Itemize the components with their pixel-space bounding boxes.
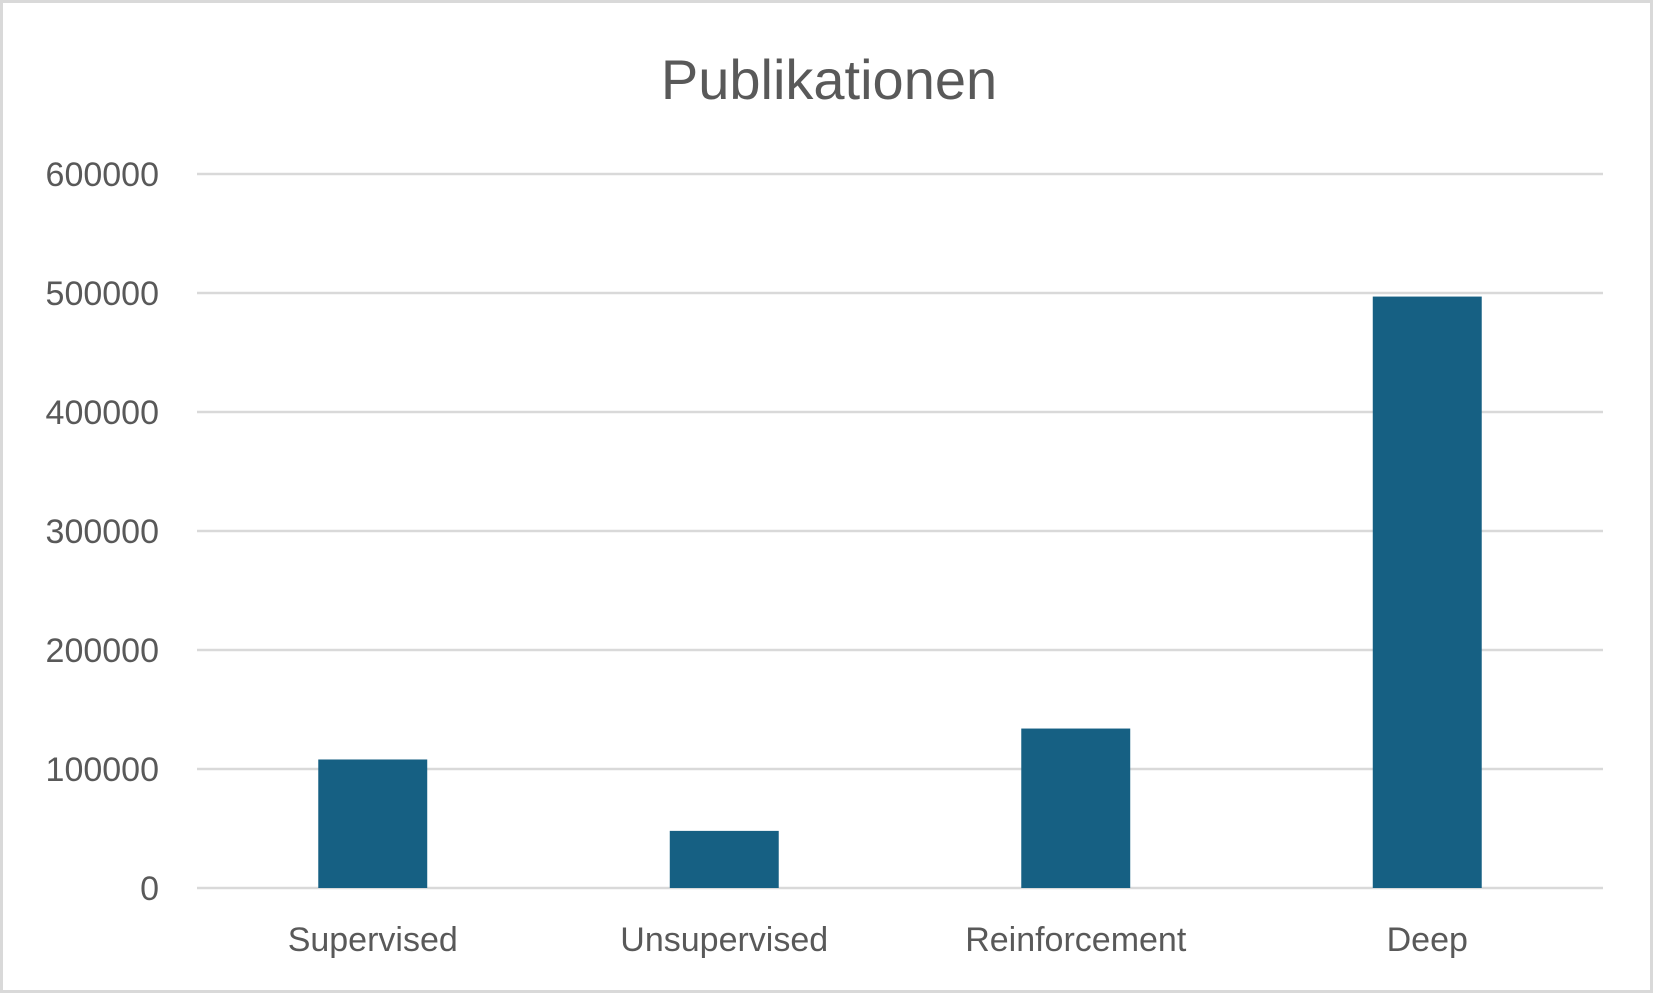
y-tick-label: 400000 (46, 394, 159, 432)
chart-title: Publikationen (661, 48, 997, 111)
x-axis-category-labels: Supervised Unsupervised Reinforcement Deep (288, 921, 1468, 959)
y-tick-label: 600000 (46, 156, 159, 194)
y-tick-label: 200000 (46, 632, 159, 670)
gridlines (197, 172, 1603, 890)
x-category-label: Unsupervised (620, 921, 828, 959)
y-tick-label: 100000 (46, 751, 159, 789)
bar-unsupervised (669, 830, 779, 888)
bar-supervised (318, 759, 428, 888)
y-tick-label: 0 (140, 870, 159, 908)
bar-reinforcement (1021, 728, 1131, 888)
x-category-label: Reinforcement (965, 921, 1187, 959)
y-tick-label: 300000 (46, 513, 159, 551)
bar-deep (1372, 296, 1482, 888)
y-tick-label: 500000 (46, 275, 159, 313)
x-category-label: Deep (1387, 921, 1468, 959)
y-axis-tick-labels: 0 100000 200000 300000 400000 500000 600000 (46, 156, 159, 908)
x-category-label: Supervised (288, 921, 458, 959)
bars (318, 296, 1482, 888)
bar-chart: Publikationen 0 100000 200000 300000 400000 5… (46, 48, 1603, 959)
